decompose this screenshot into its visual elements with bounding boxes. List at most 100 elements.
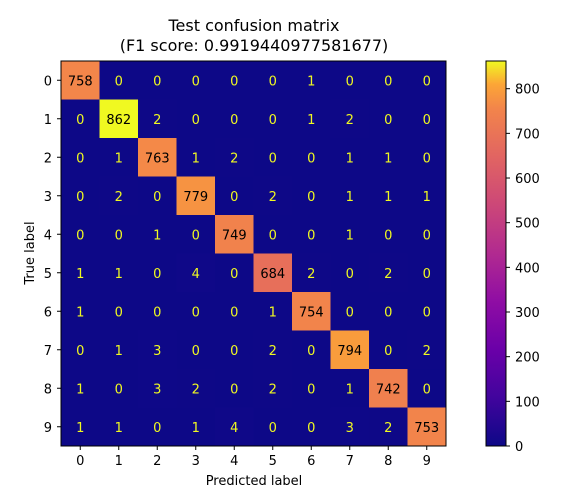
heatmap-cell <box>215 292 254 331</box>
heatmap-cell <box>292 61 331 100</box>
heatmap-cell <box>253 292 293 331</box>
heatmap-cell <box>215 253 254 293</box>
cell-value-label: 0 <box>230 344 238 359</box>
cell-value-label: 1 <box>346 382 354 397</box>
cell-value-label: 0 <box>384 305 392 320</box>
y-tick-label: 5 <box>44 267 52 282</box>
cell-value-label: 0 <box>230 305 238 320</box>
heatmap-cell <box>369 99 408 139</box>
heatmap-cell <box>215 61 254 100</box>
cell-value-label: 749 <box>222 228 247 243</box>
cell-value-label: 862 <box>106 113 131 128</box>
heatmap-cell <box>176 292 216 331</box>
x-tick-label: 5 <box>269 454 277 469</box>
heatmap-cell <box>61 215 100 254</box>
heatmap-cell <box>330 176 370 216</box>
cell-value-label: 1 <box>346 190 354 205</box>
y-axis-label: True label <box>23 221 38 285</box>
heatmap-cell <box>369 61 408 100</box>
cell-value-label: 754 <box>299 305 324 320</box>
heatmap-cell <box>176 61 216 100</box>
heatmap-cell <box>407 99 447 139</box>
heatmap-cell <box>215 330 254 370</box>
x-tick-label: 8 <box>384 454 392 469</box>
heatmap-cell <box>407 138 447 177</box>
heatmap-cell <box>138 215 177 254</box>
heatmap-cell <box>61 253 100 293</box>
x-axis-label: Predicted label <box>206 474 303 489</box>
heatmap-cell <box>253 99 293 139</box>
heatmap-cell <box>138 369 177 408</box>
cell-value-label: 2 <box>153 113 161 128</box>
heatmap-cell-labels: 758 0 0 0 0 0 1 0 0 0 0 862 2 0 0 0 1 2 0 0 0 1 763 1 2 0 0 1 1 0 0 2 0 7… <box>68 74 439 436</box>
x-tick-label: 2 <box>153 454 161 469</box>
cell-value-label: 2 <box>423 344 431 359</box>
heatmap-cell <box>330 407 370 447</box>
heatmap-cell <box>253 369 293 408</box>
heatmap-cell <box>369 369 408 408</box>
cell-value-label: 1 <box>115 267 123 282</box>
cell-value-label: 1 <box>115 344 123 359</box>
heatmap-cell <box>292 215 331 254</box>
cell-value-label: 763 <box>145 151 170 166</box>
cell-value-label: 1 <box>76 382 84 397</box>
heatmap-cell <box>176 99 216 139</box>
cell-value-label: 0 <box>230 74 238 89</box>
heatmap-cell <box>176 330 216 370</box>
cell-value-label: 1 <box>269 305 277 320</box>
chart-title: Test confusion matrix <box>167 16 339 35</box>
heatmap-cell <box>407 176 447 216</box>
colorbar-tick-label: 400 <box>515 261 540 276</box>
cell-value-label: 0 <box>384 344 392 359</box>
heatmap-cell <box>292 330 331 370</box>
heatmap-cell <box>253 253 293 293</box>
heatmap-cell <box>292 369 331 408</box>
heatmap-cell <box>215 369 254 408</box>
heatmap-cell <box>99 176 139 216</box>
x-tick-label: 1 <box>115 454 123 469</box>
cell-value-label: 0 <box>269 151 277 166</box>
cell-value-label: 0 <box>423 267 431 282</box>
colorbar-tick-label: 200 <box>515 351 540 366</box>
heatmap-cell <box>61 99 100 139</box>
cell-value-label: 753 <box>414 421 439 436</box>
cell-value-label: 742 <box>376 382 401 397</box>
cell-value-label: 0 <box>269 228 277 243</box>
heatmap-cell <box>407 369 447 408</box>
cell-value-label: 758 <box>68 74 93 89</box>
y-tick-label: 2 <box>44 151 52 166</box>
x-tick-label: 9 <box>423 454 431 469</box>
cell-value-label: 0 <box>230 267 238 282</box>
x-tick-label: 0 <box>76 454 84 469</box>
cell-value-label: 2 <box>269 190 277 205</box>
heatmap-cell <box>61 369 100 408</box>
cell-value-label: 0 <box>153 190 161 205</box>
cell-value-label: 0 <box>346 74 354 89</box>
cell-value-label: 0 <box>76 190 84 205</box>
colorbar-tick-label: 500 <box>515 217 540 232</box>
heatmap-cell <box>292 176 331 216</box>
colorbar-tick-label: 800 <box>515 83 540 98</box>
heatmap-cell <box>138 253 177 293</box>
heatmap-cell <box>330 138 370 177</box>
cell-value-label: 1 <box>307 113 315 128</box>
cell-value-label: 4 <box>192 267 200 282</box>
cell-value-label: 0 <box>384 113 392 128</box>
x-axis-ticks: 0 1 2 3 4 5 6 7 8 9 <box>76 446 431 469</box>
heatmap-cell <box>407 61 447 100</box>
heatmap-cell <box>292 292 331 331</box>
heatmap-cell <box>330 215 370 254</box>
heatmap-cell <box>99 292 139 331</box>
heatmap-cell <box>138 292 177 331</box>
heatmap-cells <box>61 61 447 447</box>
heatmap-cell <box>369 253 408 293</box>
cell-value-label: 0 <box>346 305 354 320</box>
y-tick-label: 9 <box>44 421 52 436</box>
cell-value-label: 1 <box>76 267 84 282</box>
cell-value-label: 0 <box>153 421 161 436</box>
cell-value-label: 3 <box>153 382 161 397</box>
cell-value-label: 794 <box>337 344 362 359</box>
cell-value-label: 0 <box>423 305 431 320</box>
heatmap-cell <box>138 138 177 177</box>
cell-value-label: 1 <box>192 151 200 166</box>
